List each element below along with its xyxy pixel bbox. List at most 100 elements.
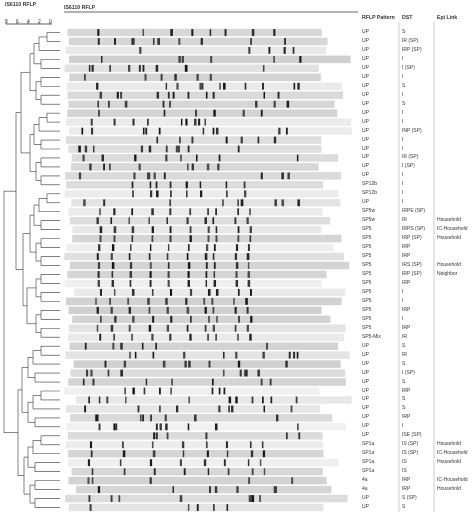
- band: [179, 136, 181, 144]
- band: [212, 306, 215, 314]
- band: [209, 29, 212, 36]
- band: [249, 235, 252, 243]
- row-pattern: UP: [362, 351, 369, 358]
- lane-background: [65, 46, 327, 55]
- row-pattern: UP: [362, 369, 369, 376]
- band: [169, 226, 172, 234]
- band: [213, 271, 216, 278]
- lane-background: [67, 109, 338, 117]
- row-dst: S: [402, 405, 406, 412]
- band: [118, 495, 121, 502]
- band: [237, 360, 241, 368]
- header-dst: DST: [402, 15, 413, 21]
- band: [147, 118, 149, 126]
- band: [150, 414, 152, 422]
- band: [90, 369, 93, 377]
- band: [169, 235, 172, 243]
- band: [211, 378, 214, 386]
- band: [249, 333, 252, 341]
- band: [262, 396, 264, 404]
- band: [250, 450, 254, 458]
- band: [132, 118, 135, 126]
- band: [167, 280, 170, 287]
- band: [268, 47, 271, 54]
- band: [92, 378, 95, 386]
- band: [129, 244, 132, 251]
- band: [84, 73, 86, 81]
- row-dst: IRP (SP): [402, 270, 422, 277]
- band: [149, 459, 153, 467]
- band: [210, 55, 213, 63]
- band: [205, 262, 208, 269]
- band: [112, 342, 115, 350]
- row-pattern: SP1a: [362, 441, 375, 448]
- band: [214, 423, 218, 431]
- band: [151, 333, 154, 341]
- band: [233, 297, 235, 305]
- band: [131, 235, 134, 243]
- band: [83, 199, 86, 207]
- band: [180, 154, 182, 162]
- band: [273, 29, 276, 36]
- band: [186, 253, 189, 260]
- row-pattern: UP: [362, 342, 369, 349]
- band: [248, 477, 251, 485]
- band: [96, 324, 99, 332]
- band: [89, 504, 92, 511]
- band: [281, 199, 285, 207]
- band: [182, 450, 185, 458]
- band: [296, 351, 299, 359]
- lane-background: [65, 494, 348, 503]
- row-pattern: UP: [362, 37, 369, 44]
- band: [170, 190, 172, 198]
- band: [250, 38, 252, 45]
- band: [205, 244, 209, 251]
- band: [140, 145, 144, 153]
- band: [123, 468, 126, 476]
- row-epi: IC-Household: [437, 450, 468, 457]
- band: [247, 271, 250, 278]
- band: [107, 369, 110, 377]
- band: [189, 208, 192, 216]
- band: [97, 100, 100, 108]
- row-epi: IC-Household: [437, 477, 468, 484]
- lane-background: [72, 234, 342, 243]
- band: [293, 82, 296, 90]
- row-dst: I: [402, 199, 404, 206]
- row-pattern: SP12b: [362, 190, 378, 197]
- row-pattern: UP: [362, 109, 369, 116]
- row-dst: IRP (SP): [402, 235, 422, 242]
- band: [227, 468, 230, 476]
- row-pattern: UP: [362, 55, 369, 62]
- band: [178, 38, 181, 45]
- band: [109, 297, 111, 305]
- band: [134, 351, 137, 359]
- band: [241, 199, 244, 207]
- band: [202, 127, 205, 135]
- band: [189, 235, 192, 243]
- band: [223, 459, 226, 467]
- band: [246, 324, 249, 332]
- band: [235, 244, 239, 251]
- band: [110, 217, 113, 225]
- band: [138, 64, 141, 72]
- row-pattern: UP: [362, 378, 369, 385]
- band: [187, 163, 189, 171]
- band: [139, 414, 142, 422]
- row-pattern: UP: [362, 46, 369, 53]
- lane-background: [68, 476, 327, 485]
- row-dst: IRP: [402, 387, 411, 394]
- band: [132, 190, 134, 198]
- band: [199, 82, 202, 90]
- band: [207, 333, 209, 341]
- band: [211, 387, 214, 395]
- band: [125, 396, 127, 404]
- lane-background: [69, 73, 321, 82]
- band: [98, 109, 100, 117]
- row-pattern: SP5: [362, 235, 372, 242]
- band: [204, 217, 207, 225]
- row-dst: I: [402, 423, 404, 430]
- row-pattern: SP12b: [362, 181, 378, 188]
- band: [88, 396, 90, 404]
- lane-background: [70, 414, 333, 422]
